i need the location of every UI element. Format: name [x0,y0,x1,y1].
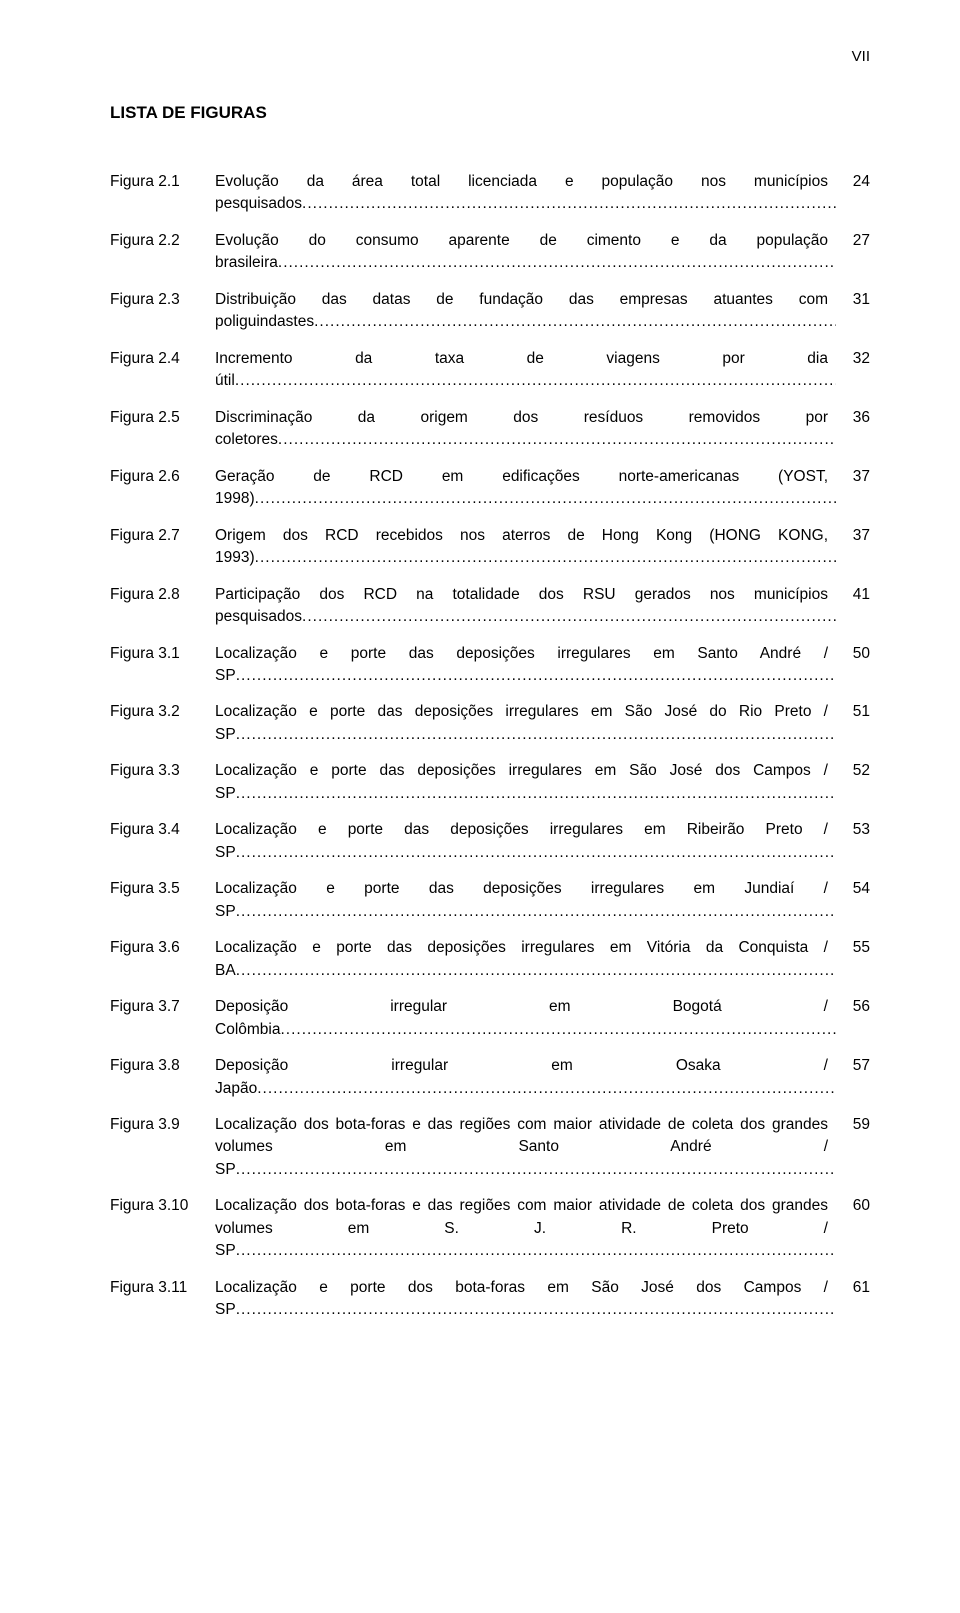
figure-label: Figura 2.6 [110,466,215,488]
figure-page: 37 [836,466,870,488]
figure-page: 31 [836,289,870,311]
figure-label: Figura 2.8 [110,584,215,606]
figure-description: Localização e porte das deposições irreg… [215,760,836,805]
figure-description: Localização e porte dos bota-foras em Sã… [215,1277,836,1322]
figure-label: Figura 3.5 [110,878,215,900]
figure-description: Evolução do consumo aparente de cimento … [215,230,836,275]
figure-label: Figura 3.11 [110,1277,215,1299]
figure-description: Localização e porte das deposições irreg… [215,643,836,688]
figure-page: 32 [836,348,870,370]
figure-label: Figura 2.7 [110,525,215,547]
page-number: VII [110,48,870,65]
figure-page: 37 [836,525,870,547]
figure-label: Figura 2.2 [110,230,215,252]
figure-page: 56 [836,996,870,1018]
figure-description: Localização e porte das deposições irreg… [215,937,836,982]
figure-page: 55 [836,937,870,959]
figure-page: 52 [836,760,870,782]
figure-label: Figura 3.10 [110,1195,215,1217]
figure-entry: Figura 2.3Distribuição das datas de fund… [110,289,870,334]
figure-label: Figura 3.8 [110,1055,215,1077]
figure-label: Figura 3.2 [110,701,215,723]
figure-entry: Figura 2.6Geração de RCD em edificações … [110,466,870,511]
figure-description: Distribuição das datas de fundação das e… [215,289,836,334]
figure-page: 41 [836,584,870,606]
figure-entry: Figura 3.2Localização e porte das deposi… [110,701,870,746]
figure-page: 61 [836,1277,870,1299]
figure-description: Origem dos RCD recebidos nos aterros de … [215,525,836,570]
figure-description: Deposição irregular em Bogotá / Colômbia [215,996,836,1041]
figure-description: Localização e porte das deposições irreg… [215,878,836,923]
figure-entry: Figura 3.4Localização e porte das deposi… [110,819,870,864]
figure-label: Figura 2.1 [110,171,215,193]
list-heading: LISTA DE FIGURAS [110,103,870,123]
figure-description: Localização e porte das deposições irreg… [215,701,836,746]
figure-page: 57 [836,1055,870,1077]
figure-entry: Figura 3.3Localização e porte das deposi… [110,760,870,805]
figure-page: 27 [836,230,870,252]
figure-entry: Figura 2.8Participação dos RCD na totali… [110,584,870,629]
figure-label: Figura 3.1 [110,643,215,665]
figure-label: Figura 3.7 [110,996,215,1018]
figure-entry: Figura 2.7Origem dos RCD recebidos nos a… [110,525,870,570]
figure-entry: Figura 2.1Evolução da área total licenci… [110,171,870,216]
figure-entry: Figura 3.1Localização e porte das deposi… [110,643,870,688]
figure-page: 59 [836,1114,870,1136]
figure-description: Localização dos bota-foras e das regiões… [215,1195,836,1262]
figure-page: 51 [836,701,870,723]
figure-description: Participação dos RCD na totalidade dos R… [215,584,836,629]
figure-description: Geração de RCD em edificações norte-amer… [215,466,836,511]
figure-label: Figura 3.3 [110,760,215,782]
figure-entry: Figura 3.10Localização dos bota-foras e … [110,1195,870,1262]
figure-entry: Figura 2.4Incremento da taxa de viagens … [110,348,870,393]
figure-description: Localização dos bota-foras e das regiões… [215,1114,836,1181]
figure-entry: Figura 2.2Evolução do consumo aparente d… [110,230,870,275]
figure-entry: Figura 3.8Deposição irregular em Osaka /… [110,1055,870,1100]
figure-description: Localização e porte das deposições irreg… [215,819,836,864]
figure-description: Incremento da taxa de viagens por dia út… [215,348,836,393]
figure-label: Figura 2.4 [110,348,215,370]
figure-label: Figura 2.5 [110,407,215,429]
figure-page: 36 [836,407,870,429]
figure-page: 50 [836,643,870,665]
figure-page: 53 [836,819,870,841]
figure-entry: Figura 2.5Discriminação da origem dos re… [110,407,870,452]
figure-entry: Figura 3.6Localização e porte das deposi… [110,937,870,982]
figure-label: Figura 3.9 [110,1114,215,1136]
figure-list: Figura 2.1Evolução da área total licenci… [110,171,870,1322]
figure-label: Figura 3.4 [110,819,215,841]
figure-label: Figura 2.3 [110,289,215,311]
figure-entry: Figura 3.11Localização e porte dos bota-… [110,1277,870,1322]
figure-entry: Figura 3.5Localização e porte das deposi… [110,878,870,923]
figure-entry: Figura 3.9Localização dos bota-foras e d… [110,1114,870,1181]
figure-entry: Figura 3.7Deposição irregular em Bogotá … [110,996,870,1041]
figure-page: 24 [836,171,870,193]
figure-description: Evolução da área total licenciada e popu… [215,171,836,216]
figure-page: 60 [836,1195,870,1217]
figure-description: Discriminação da origem dos resíduos rem… [215,407,836,452]
figure-label: Figura 3.6 [110,937,215,959]
figure-page: 54 [836,878,870,900]
figure-description: Deposição irregular em Osaka / Japão [215,1055,836,1100]
